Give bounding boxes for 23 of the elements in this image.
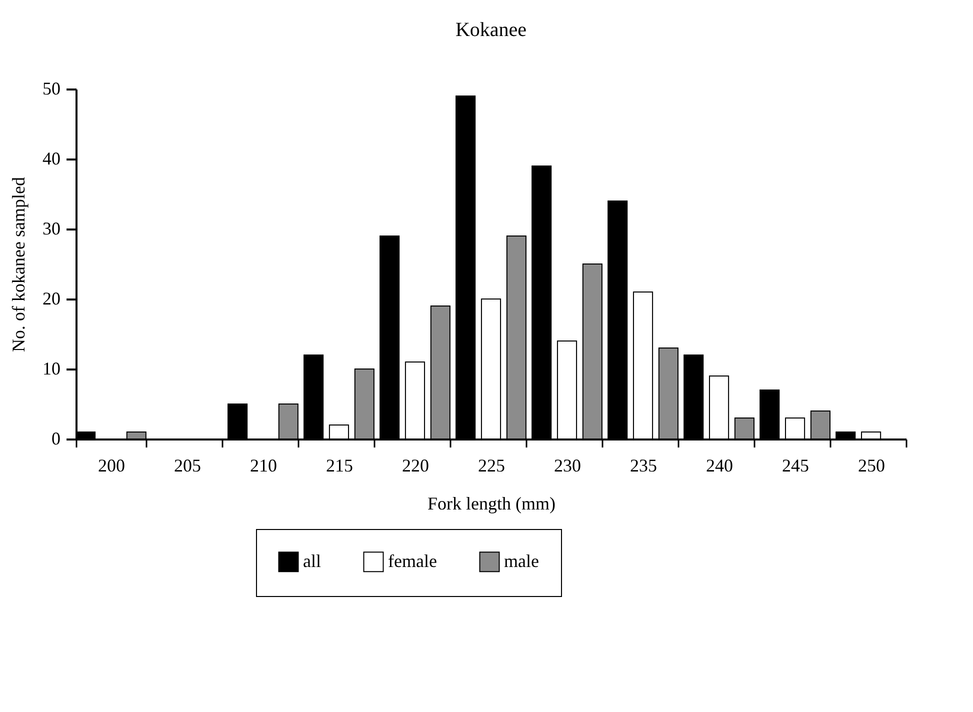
x-tick-label: 230 <box>554 456 582 476</box>
x-tick-label: 245 <box>782 456 810 476</box>
x-tick-label: 225 <box>478 456 505 476</box>
x-tick-label: 205 <box>174 456 201 476</box>
x-tick-label: 215 <box>326 456 353 476</box>
y-tick-label: 10 <box>42 358 60 378</box>
y-tick-label: 40 <box>42 148 60 168</box>
x-tick-label: 240 <box>706 456 734 476</box>
x-tick-label: 200 <box>98 456 125 476</box>
x-axis-title: Fork length (mm) <box>428 494 556 514</box>
x-tick-label: 210 <box>250 456 277 476</box>
y-tick-label: 50 <box>42 78 60 98</box>
y-tick-label: 20 <box>42 288 60 308</box>
x-tick-label: 220 <box>402 456 429 476</box>
x-tick-label: 235 <box>630 456 658 476</box>
legend-label: all <box>303 550 321 571</box>
legend-label: female <box>388 550 437 571</box>
y-tick-label: 0 <box>52 428 60 448</box>
y-axis-title: No. of kokanee sampled <box>8 177 28 352</box>
y-tick-label: 30 <box>42 218 60 238</box>
legend-label: male <box>504 550 539 571</box>
x-tick-label: 250 <box>858 456 886 476</box>
chart-title: Kokanee <box>455 19 527 41</box>
